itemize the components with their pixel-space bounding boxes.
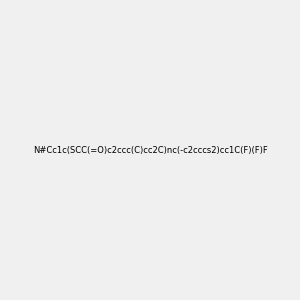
Text: N#Cc1c(SCC(=O)c2ccc(C)cc2C)nc(-c2cccs2)cc1C(F)(F)F: N#Cc1c(SCC(=O)c2ccc(C)cc2C)nc(-c2cccs2)c… bbox=[33, 146, 267, 154]
